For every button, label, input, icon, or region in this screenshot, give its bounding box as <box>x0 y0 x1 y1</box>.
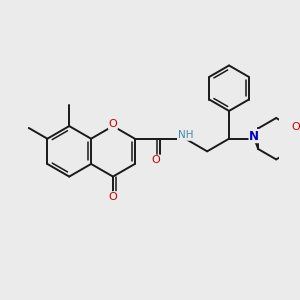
Text: N: N <box>249 130 259 142</box>
Text: NH: NH <box>178 130 193 140</box>
Text: O: O <box>291 122 300 132</box>
Text: N: N <box>249 130 259 142</box>
Text: O: O <box>152 155 161 165</box>
Text: O: O <box>109 192 117 202</box>
Text: O: O <box>109 119 117 129</box>
